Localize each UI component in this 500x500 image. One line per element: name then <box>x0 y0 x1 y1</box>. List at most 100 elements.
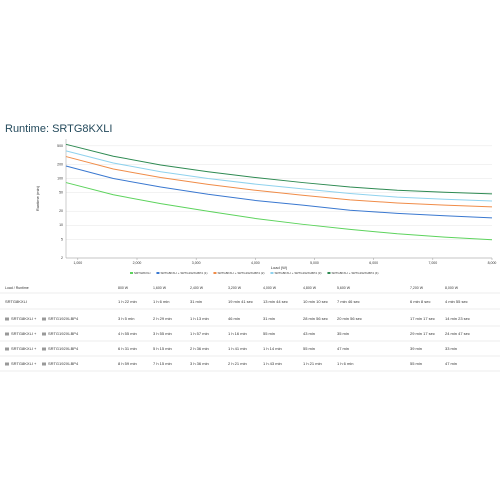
table-cell: 2 h 36 min <box>190 346 209 351</box>
product-icon <box>5 362 9 366</box>
table-cell: 19 min 41 sec <box>228 299 253 304</box>
table-header: 8,000 W <box>445 286 459 290</box>
table-cell: 47 min <box>337 346 349 351</box>
x-tick-label: 1,000 <box>73 261 82 265</box>
table-cell: 4 h 55 min <box>118 331 137 336</box>
table-cell: SRTG8KXLI + <box>11 361 37 366</box>
table-cell: 13 min 44 sec <box>263 299 288 304</box>
table-cell: 8 h 59 min <box>118 361 137 366</box>
table-cell: 3 h 5 min <box>118 316 134 321</box>
table-cell: 10 min 10 sec <box>303 299 328 304</box>
table-cell: 1 h 14 min <box>263 346 282 351</box>
legend-swatch <box>156 272 160 274</box>
x-tick-label: 3,000 <box>192 261 201 265</box>
table-cell: 55 min <box>263 331 275 336</box>
y-tick-label: 10 <box>59 223 63 227</box>
table-cell: SRTG8KXLI <box>5 299 27 304</box>
table-cell: 46 min <box>228 316 240 321</box>
y-tick-label: 5 <box>61 237 63 241</box>
page-title: Runtime: SRTG8KXLI <box>5 123 112 135</box>
table-cell: 1 h 41 min <box>228 346 247 351</box>
x-tick-label: 7,000 <box>428 261 437 265</box>
table-cell: 6 h 31 min <box>118 346 137 351</box>
series-line <box>65 156 493 208</box>
y-tick-label: 20 <box>59 209 63 213</box>
table-cell: 24 min 47 sec <box>445 331 470 336</box>
y-tick-label: 50 <box>59 191 63 195</box>
legend-swatch <box>213 272 217 274</box>
table-cell: 1 h 21 min <box>303 361 322 366</box>
x-tick-label: 6,000 <box>369 261 378 265</box>
table-cell: 43 min <box>303 331 315 336</box>
table-cell: 7 h 15 min <box>153 361 172 366</box>
product-icon <box>5 332 9 336</box>
table-cell: 7 min 46 sec <box>337 299 360 304</box>
table-cell: 6 min 8 sec <box>410 299 430 304</box>
table-cell: SRTG192XLBP4 <box>48 331 79 336</box>
series-line <box>65 143 493 195</box>
table-cell: SRTG8KXLI + <box>11 346 37 351</box>
legend-swatch <box>327 272 331 274</box>
table-cell: 3 h 36 min <box>190 361 209 366</box>
table-cell: 31 min <box>190 299 202 304</box>
table-header: 7,200 W <box>410 286 424 290</box>
table-header: Load / Runtime <box>5 286 29 290</box>
x-tick-label: 4,000 <box>251 261 260 265</box>
table-cell: 17 min 17 sec <box>410 316 435 321</box>
table-header: 4,800 W <box>303 286 317 290</box>
series-line <box>65 150 493 202</box>
table-cell: 31 min <box>263 316 275 321</box>
table-header: 3,200 W <box>228 286 242 290</box>
series-line <box>65 165 493 219</box>
x-tick-label: 2,000 <box>133 261 142 265</box>
table-cell: 1 h 13 min <box>190 316 209 321</box>
table-cell: 39 min <box>410 346 422 351</box>
table-cell: 1 h 43 min <box>263 361 282 366</box>
product-icon <box>42 332 46 336</box>
x-tick-label: 5,000 <box>310 261 319 265</box>
table-cell: 1 h 16 min <box>228 331 247 336</box>
product-icon <box>5 317 9 321</box>
y-tick-label: 100 <box>57 176 63 180</box>
x-tick-label: 8,000 <box>488 261 497 265</box>
y-tick-label: 500 <box>57 144 63 148</box>
table-cell: 33 min <box>445 346 457 351</box>
table-cell: 1 h 57 min <box>190 331 209 336</box>
legend-swatch <box>270 272 274 274</box>
table-cell: 28 min 56 sec <box>303 316 328 321</box>
table-cell: 35 min <box>337 331 349 336</box>
table-cell: 4 min 55 sec <box>445 299 468 304</box>
table-cell: SRTG192XLBP4 <box>48 316 79 321</box>
table-cell: 55 min <box>303 346 315 351</box>
series-line <box>65 182 493 241</box>
table-cell: 14 min 23 sec <box>445 316 470 321</box>
table-header: 2,400 W <box>190 286 204 290</box>
y-tick-label: 200 <box>57 162 63 166</box>
legend-label: SRTG8KXLI + SRTG192XLBP4 (3) <box>274 271 321 275</box>
table-cell: 1 h 6 min <box>153 299 169 304</box>
table-header: 5,600 W <box>337 286 351 290</box>
product-icon <box>42 317 46 321</box>
table-cell: 5 h 15 min <box>153 346 172 351</box>
product-icon <box>42 347 46 351</box>
table-cell: 47 min <box>445 361 457 366</box>
y-axis-label: Runtime (min) <box>35 185 40 211</box>
legend-label: SRTG8KXLI <box>134 271 151 275</box>
table-cell: 29 min 17 sec <box>410 331 435 336</box>
table-cell: 20 min 56 sec <box>337 316 362 321</box>
table-cell: 1 h 6 min <box>337 361 353 366</box>
legend-label: SRTG8KXLI + SRTG192XLBP4 (1) <box>160 271 207 275</box>
x-axis-label: Load (W) <box>271 265 288 270</box>
y-tick-label: 2 <box>61 256 63 260</box>
table-cell: 1 h 22 min <box>118 299 137 304</box>
table-header: 1,600 W <box>153 286 167 290</box>
product-icon <box>5 347 9 351</box>
legend-label: SRTG8KXLI + SRTG192XLBP4 (2) <box>217 271 264 275</box>
product-icon <box>42 362 46 366</box>
table-cell: 3 h 55 min <box>153 331 172 336</box>
table-cell: SRTG8KXLI + <box>11 331 37 336</box>
table-cell: 55 min <box>410 361 422 366</box>
table-cell: SRTG192XLBP4 <box>48 361 79 366</box>
